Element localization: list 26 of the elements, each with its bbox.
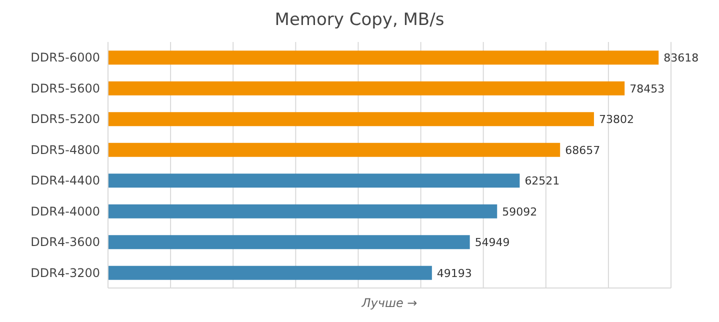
bar: [108, 112, 594, 126]
data-label: 54949: [474, 236, 510, 250]
text: Лучше →: [360, 296, 418, 310]
data-label: 49193: [436, 266, 472, 280]
data-label: 68657: [565, 144, 600, 157]
y-tick-label: DDR4-4000: [30, 204, 100, 218]
bar: [108, 266, 432, 280]
bar: [108, 235, 470, 250]
y-tick-label: DDR4-3600: [30, 235, 100, 250]
y-tick-label: DDR4-4400: [30, 174, 100, 188]
bar: [108, 204, 498, 218]
chart-title: Memory Copy, MB/s: [274, 9, 446, 32]
y-tick-label: DDR5-5600: [30, 81, 100, 96]
data-label: 83618: [664, 52, 699, 65]
data-label: 73802: [598, 113, 634, 126]
y-tick-label: DDR5-5200: [30, 112, 100, 126]
data-label: 59092: [502, 205, 538, 218]
data-label: 78453: [630, 82, 665, 96]
bar: [108, 174, 520, 188]
bar: [108, 142, 560, 157]
data-label: 62521: [524, 174, 560, 188]
y-tick-label: DDR4-3200: [30, 266, 100, 280]
y-tick-label: DDR5-6000: [30, 50, 100, 65]
bar: [108, 81, 625, 96]
bar: [108, 50, 659, 65]
y-tick-label: DDR5-4800: [30, 142, 100, 157]
